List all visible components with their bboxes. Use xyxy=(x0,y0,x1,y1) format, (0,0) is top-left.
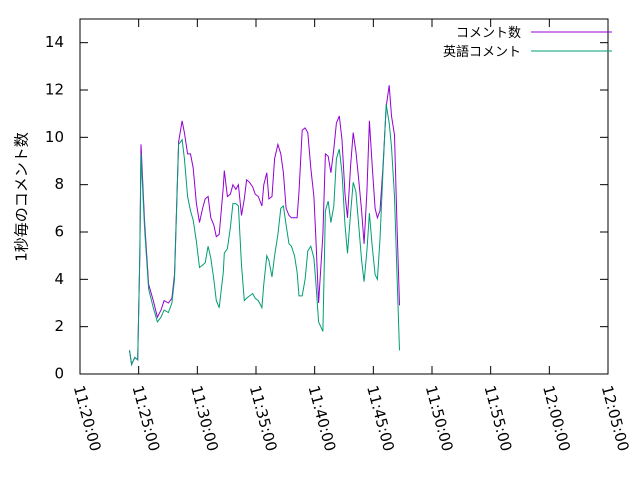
x-tick-label: 11:30:00 xyxy=(187,384,222,454)
x-tick-label: 11:25:00 xyxy=(128,384,163,454)
x-tick-label: 12:00:00 xyxy=(539,384,574,454)
x-tick-label: 11:45:00 xyxy=(363,384,398,454)
x-tick-label: 11:20:00 xyxy=(70,384,105,454)
y-tick-label: 14 xyxy=(45,33,64,51)
y-tick-label: 0 xyxy=(54,365,64,383)
x-axis: 11:20:00 11:25:00 11:30:00 11:35:00 11:40:00… xyxy=(70,19,633,453)
series-layer xyxy=(129,85,400,367)
y-axis-label: 1秒毎のコメント数 xyxy=(13,132,31,262)
legend-label-english-comments: 英語コメント xyxy=(443,44,521,60)
legend-label-comments: コメント数 xyxy=(456,26,521,41)
x-tick-label: 11:35:00 xyxy=(246,384,281,454)
x-tick-label: 11:50:00 xyxy=(422,384,457,454)
y-tick-label: 4 xyxy=(54,270,64,288)
x-tick-label: 11:40:00 xyxy=(304,384,339,454)
plot-frame xyxy=(79,18,609,375)
x-tick-label: 11:55:00 xyxy=(480,384,515,454)
y-tick-label: 12 xyxy=(45,81,64,99)
series-line-english-comments xyxy=(129,104,400,367)
y-tick-label: 10 xyxy=(45,128,64,146)
x-tick-label: 12:05:00 xyxy=(598,384,633,454)
y-tick-label: 2 xyxy=(54,317,64,335)
y-tick-label: 6 xyxy=(54,223,64,241)
series-line-comments xyxy=(129,85,400,367)
y-tick-label: 8 xyxy=(54,175,64,193)
legend: コメント数 英語コメント xyxy=(443,26,612,60)
y-axis: 0 2 4 6 8 10 12 14 xyxy=(45,33,608,383)
